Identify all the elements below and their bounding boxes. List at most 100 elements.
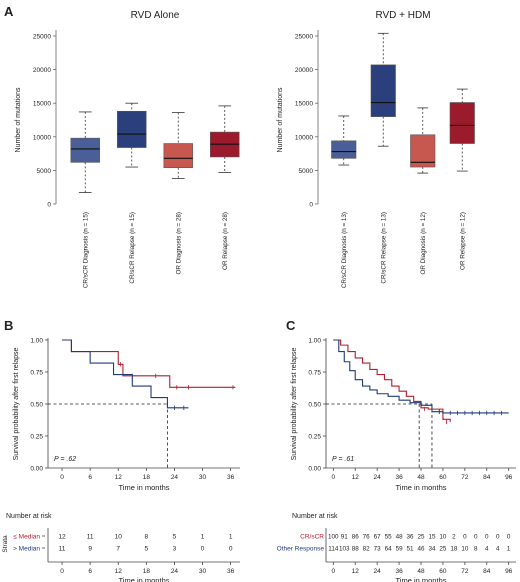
p-value: P = .61 (332, 456, 354, 463)
x-tick-label: 84 (483, 474, 491, 481)
km-curve-1 (333, 339, 509, 414)
x-tick-label: 12 (115, 474, 123, 481)
risk-cell: 55 (385, 534, 393, 541)
y-tick-label: 15000 (33, 101, 51, 108)
km-curve-1 (62, 339, 189, 409)
p-value: P = .62 (54, 456, 76, 463)
y-tick-label: 20000 (33, 67, 51, 74)
x-category-label: CR/sCR Relapse (n = 15) (129, 212, 136, 284)
km-curve-0 (333, 339, 451, 422)
risk-x-tick-label: 36 (227, 568, 235, 575)
boxplot-rvd-hdm: RVD + HDM 0 5000 10000 15000 20000 25000 Number… (277, 10, 475, 288)
risk-cell: 114 (328, 546, 339, 553)
box-body (163, 143, 193, 169)
risk-cell: 86 (352, 534, 360, 541)
risk-cell: 11 (87, 534, 94, 541)
risk-cell: 8 (474, 546, 478, 553)
x-category-label: CR/sCR Diagnosis (n = 13) (341, 212, 348, 288)
risk-cell: 0 (463, 534, 467, 541)
risk-cell: 0 (201, 546, 205, 553)
km-plot-c: 0.00 0.25 0.50 0.75 1.00 0 12 24 36 48 60 72 84 96 Tim… (291, 338, 516, 492)
x-tick-label: 24 (171, 474, 179, 481)
y-tick-label: 0.50 (308, 402, 321, 409)
y-tick-label: 0.75 (30, 370, 43, 377)
x-tick-label: 18 (143, 474, 151, 481)
risk-cell: 0 (507, 534, 511, 541)
risk-cell: 46 (417, 546, 425, 553)
x-tick-label: 36 (395, 474, 403, 481)
risk-cell: 15 (428, 534, 436, 541)
y-tick-label: 20000 (295, 67, 313, 74)
y-axis-label: Number of mutations (15, 87, 22, 152)
risk-cell: 10 (439, 534, 447, 541)
risk-cell: 3 (173, 546, 177, 553)
box-body (331, 140, 357, 159)
box-body (370, 64, 396, 117)
risk-x-tick-label: 84 (483, 568, 491, 575)
risk-x-tick-label: 6 (88, 568, 92, 575)
y-tick-label: 0.25 (30, 434, 43, 441)
y-tick-label: 0.00 (308, 466, 321, 473)
y-tick-label: 5000 (37, 168, 52, 175)
y-tick-label: 0.25 (308, 434, 321, 441)
risk-cell: 12 (58, 534, 66, 541)
risk-cell: 100 (328, 534, 339, 541)
risk-x-axis-label: Time in months (396, 576, 447, 582)
boxplot-rvd-alone: RVD Alone 0 5000 10000 15000 20000 25000 Number… (15, 10, 240, 288)
x-tick-label: 0 (60, 474, 64, 481)
risk-cell: 8 (145, 534, 149, 541)
chart-title: RVD Alone (131, 10, 180, 21)
risk-x-tick-label: 60 (439, 568, 447, 575)
risk-cell: 9 (88, 546, 92, 553)
risk-cell: 25 (417, 534, 425, 541)
risk-x-tick-label: 0 (331, 568, 335, 575)
risk-cell: 91 (341, 534, 349, 541)
risk-x-tick-label: 12 (352, 568, 360, 575)
y-axis-label: Number of mutations (277, 87, 284, 152)
y-tick-label: 25000 (295, 34, 313, 41)
risk-cell: 51 (407, 546, 415, 553)
panel-label-c: C (286, 318, 296, 333)
risk-table-header: Number at risk (6, 513, 52, 520)
risk-x-axis-label: Time in months (119, 576, 170, 582)
x-tick-label: 36 (227, 474, 235, 481)
y-tick-label: 10000 (295, 134, 313, 141)
risk-cell: 1 (507, 546, 511, 553)
x-category-label: OR Relapse (n = 28) (222, 212, 229, 270)
risk-cell: 2 (452, 534, 456, 541)
y-tick-label: 15000 (295, 101, 313, 108)
risk-cell: 5 (173, 534, 177, 541)
risk-cell: 0 (496, 534, 500, 541)
risk-cell: 0 (485, 534, 489, 541)
y-tick-label: 5000 (299, 168, 314, 175)
y-tick-label: 0 (309, 202, 313, 209)
risk-cell: 1 (201, 534, 205, 541)
risk-x-tick-label: 0 (60, 568, 64, 575)
risk-cell: 48 (396, 534, 404, 541)
risk-cell: 67 (374, 534, 382, 541)
risk-x-tick-label: 24 (374, 568, 382, 575)
x-axis-label: Time in months (396, 483, 447, 492)
risk-cell: 4 (485, 546, 489, 553)
panel-label-a: A (4, 4, 14, 19)
y-tick-label: 1.00 (308, 338, 321, 345)
km-plot-b: 0.00 0.25 0.50 0.75 1.00 0 6 12 18 24 30 36 Time in … (13, 338, 240, 492)
risk-x-tick-label: 72 (461, 568, 469, 575)
x-tick-label: 12 (352, 474, 360, 481)
y-tick-label: 10000 (33, 134, 51, 141)
risk-cell: 18 (450, 546, 458, 553)
x-tick-label: 6 (88, 474, 92, 481)
risk-cell: 59 (396, 546, 404, 553)
box-body (410, 134, 436, 168)
risk-cell: 5 (145, 546, 149, 553)
risk-cell: 11 (59, 546, 66, 553)
x-tick-label: 96 (505, 474, 513, 481)
y-tick-label: 0.75 (308, 370, 321, 377)
risk-cell: 10 (115, 534, 123, 541)
y-tick-label: 0.00 (30, 466, 43, 473)
x-tick-label: 72 (461, 474, 469, 481)
x-category-label: OR Diagnosis (n = 12) (420, 212, 427, 274)
x-category-label: OR Diagnosis (n = 28) (175, 212, 182, 274)
